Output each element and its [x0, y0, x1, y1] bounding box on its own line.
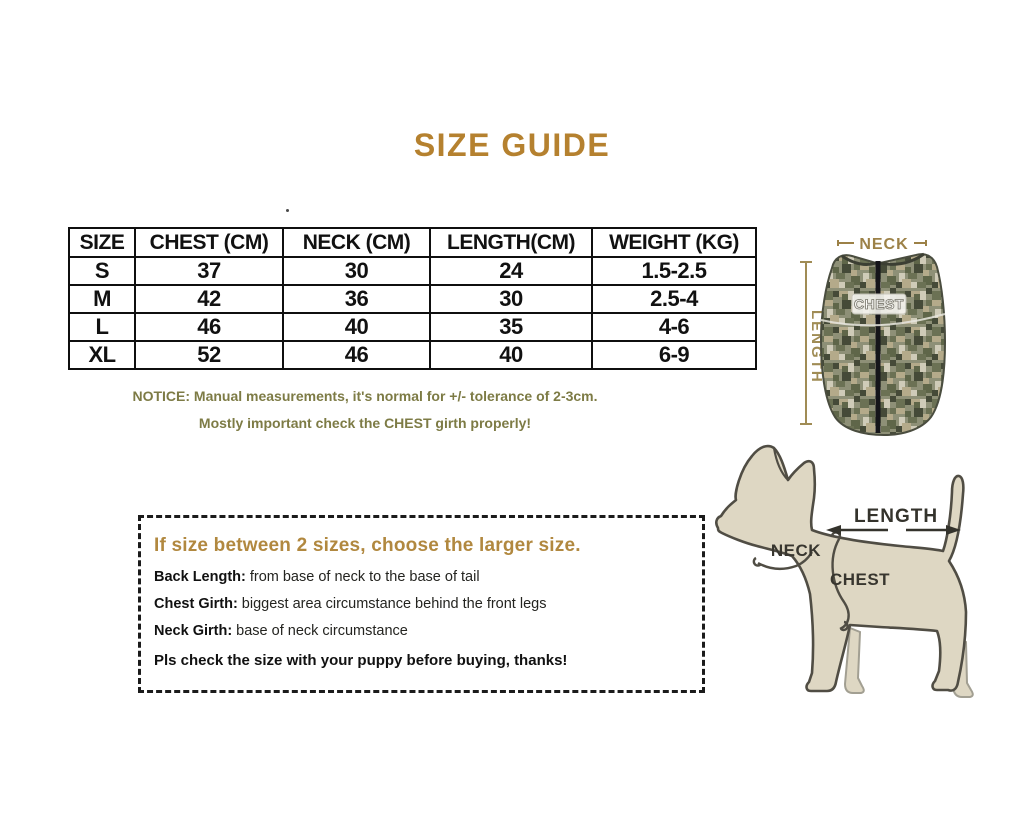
table-row: S 37 30 24 1.5-2.5	[68, 256, 757, 286]
tip-chest-girth: Chest Girth: biggest area circumstance be…	[154, 596, 688, 612]
notice-line-2: Mostly important check the CHEST girth p…	[198, 415, 532, 431]
stray-dot	[286, 209, 289, 212]
dog-chest-label: CHEST	[830, 570, 890, 589]
table-row: L 46 40 35 4-6	[68, 312, 757, 342]
table-cell: XL	[68, 340, 136, 370]
header-chest: CHEST (CM)	[134, 227, 284, 258]
table-cell: 6-9	[591, 340, 757, 370]
tip-back-length: Back Length: from base of neck to the bas…	[154, 569, 688, 585]
table-cell: 4-6	[591, 312, 757, 342]
vest-neck-label: NECK	[859, 236, 908, 253]
tips-heading: If size between 2 sizes, choose the larg…	[154, 535, 581, 556]
table-cell: 42	[134, 284, 284, 314]
dog-body	[715, 444, 968, 693]
table-cell: 1.5-2.5	[591, 256, 757, 286]
table-cell: 36	[282, 284, 431, 314]
table-cell: 46	[282, 340, 431, 370]
table-cell: 37	[134, 256, 284, 286]
size-table: SIZE CHEST (CM) NECK (CM) LENGTH(CM) WEI…	[68, 227, 757, 370]
page-title: SIZE GUIDE	[413, 127, 611, 163]
table-cell: 46	[134, 312, 284, 342]
vest-chest-seam	[820, 313, 946, 327]
vest-neck-dimension	[837, 240, 927, 246]
table-cell: 40	[282, 312, 431, 342]
dog-length-label: LENGTH	[854, 506, 938, 527]
table-cell: 2.5-4	[591, 284, 757, 314]
header-size: SIZE	[68, 227, 136, 258]
dog-diagram: LENGTH NECK CHEST	[715, 444, 974, 698]
dog-neck-curve	[752, 551, 814, 571]
dog-ear-notch	[772, 447, 789, 481]
tip-label: Back Length:	[154, 569, 246, 585]
tip-neck-girth: Neck Girth: base of neck circumstance	[154, 623, 688, 639]
table-cell: L	[68, 312, 136, 342]
tip-label: Neck Girth:	[154, 623, 233, 639]
header-weight: WEIGHT (KG)	[591, 227, 757, 258]
table-cell: 24	[429, 256, 593, 286]
table-row: M 42 36 30 2.5-4	[68, 284, 757, 314]
table-row: XL 52 46 40 6-9	[68, 340, 757, 370]
table-cell: 52	[134, 340, 284, 370]
tips-box: If size between 2 sizes, choose the larg…	[138, 515, 705, 693]
tips-footer: Pls check the size with your puppy befor…	[154, 652, 568, 669]
notice-block: NOTICE: Manual measurements, it's normal…	[115, 389, 615, 431]
header-neck: NECK (CM)	[282, 227, 431, 258]
notice-line-1: NOTICE: Manual measurements, it's normal…	[132, 388, 598, 404]
vest-length-dimension	[800, 261, 812, 425]
dog-neck-label: NECK	[771, 541, 821, 560]
vest-collar-right	[879, 252, 925, 266]
table-cell: M	[68, 284, 136, 314]
table-cell: 40	[429, 340, 593, 370]
tip-text: base of neck circumstance	[236, 623, 408, 639]
dog-length-arrows	[826, 525, 961, 535]
table-cell: 30	[282, 256, 431, 286]
vest-chest-label: CHEST	[854, 296, 904, 312]
vest-collar-left	[841, 254, 877, 266]
header-length: LENGTH(CM)	[429, 227, 593, 258]
table-cell: 35	[429, 312, 593, 342]
vest-chest-tag	[851, 293, 907, 315]
vest-diagram: NECK LENGTH CHEST	[800, 236, 947, 437]
table-cell: 30	[429, 284, 593, 314]
tip-text: biggest area circumstance behind the fro…	[241, 596, 547, 612]
tip-text: from base of neck to the base of tail	[249, 569, 480, 585]
vest-body: CHEST	[819, 252, 947, 437]
table-cell: S	[68, 256, 136, 286]
table-header-row: SIZE CHEST (CM) NECK (CM) LENGTH(CM) WEI…	[68, 227, 757, 258]
tip-label: Chest Girth:	[154, 596, 238, 612]
